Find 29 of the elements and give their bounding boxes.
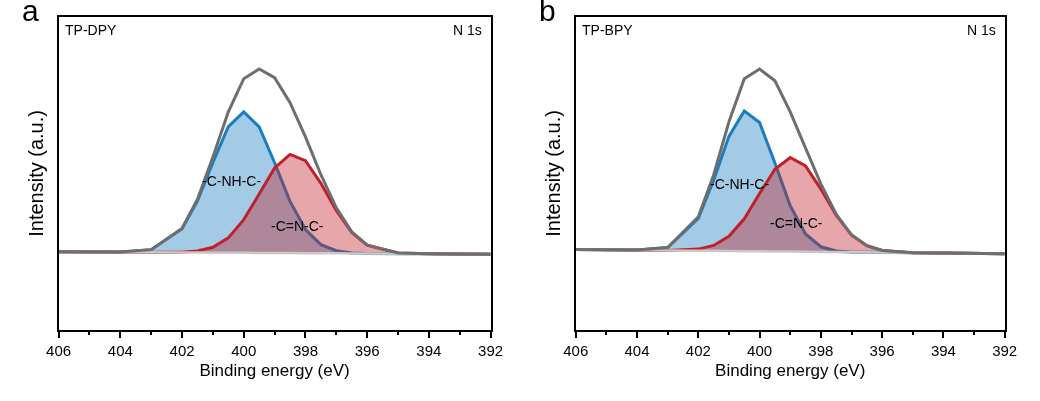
text: TP-BPY (582, 22, 634, 38)
annotation: -C=N-C- (770, 215, 823, 231)
x-tick-label: 406 (563, 341, 589, 359)
x-tick-label: 402 (685, 341, 711, 359)
x-tick-label: 406 (46, 341, 72, 359)
text: N 1s (453, 22, 482, 38)
x-axis-title: Binding energy (eV) (715, 360, 866, 380)
x-tick-label: 400 (747, 341, 773, 359)
chart-title: a (22, 0, 39, 27)
x-tick-label: 396 (869, 341, 895, 359)
x-tick-label: 392 (992, 341, 1018, 359)
x-tick-label: 394 (416, 341, 442, 359)
text: TP-DPY (65, 22, 117, 38)
x-tick-label: 398 (292, 341, 318, 359)
x-tick-label: 392 (478, 341, 504, 359)
x-tick-label: 400 (231, 341, 257, 359)
y-axis-title: Intensity (a.u.) (542, 110, 565, 237)
x-tick-label: 394 (930, 341, 956, 359)
x-tick-label: 402 (169, 341, 195, 359)
x-tick-label: 398 (808, 341, 834, 359)
chart-title: b (539, 0, 556, 27)
annotation: -C=N-C- (271, 218, 324, 234)
annotation: -C-NH-C- (202, 173, 262, 189)
x-tick-label: 404 (624, 341, 650, 359)
x-axis-title: Binding energy (eV) (199, 360, 350, 380)
x-tick-label: 404 (107, 341, 133, 359)
x-tick-label: 396 (354, 341, 380, 359)
y-axis-title: Intensity (a.u.) (24, 110, 47, 237)
text: N 1s (967, 22, 996, 38)
